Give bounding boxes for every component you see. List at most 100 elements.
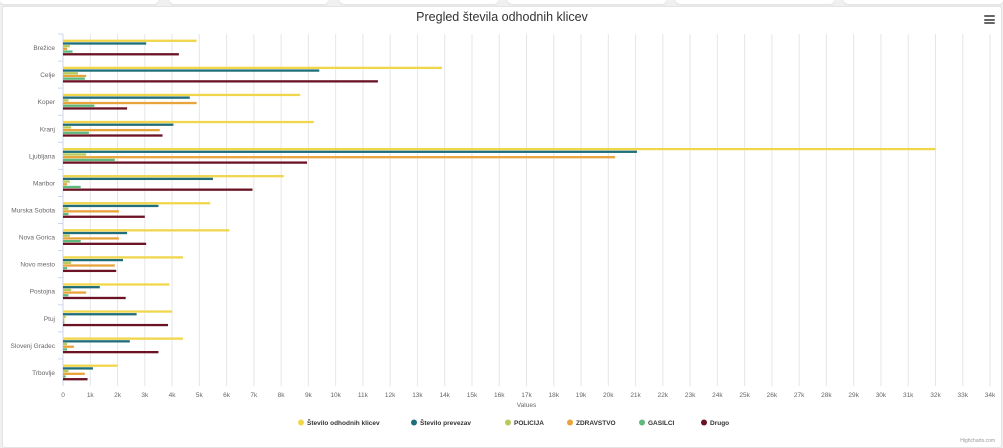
bar[interactable] bbox=[63, 177, 213, 181]
bar[interactable] bbox=[63, 291, 87, 294]
bar[interactable] bbox=[63, 120, 314, 124]
bar[interactable] bbox=[63, 215, 145, 218]
bar[interactable] bbox=[63, 50, 73, 53]
bar[interactable] bbox=[63, 286, 100, 289]
bar[interactable] bbox=[63, 372, 85, 375]
top-tab[interactable] bbox=[508, 0, 666, 4]
bar[interactable] bbox=[63, 323, 168, 327]
bar[interactable] bbox=[63, 348, 68, 351]
bar[interactable] bbox=[63, 72, 78, 75]
bar[interactable] bbox=[63, 126, 72, 129]
bar[interactable] bbox=[63, 288, 72, 292]
bar[interactable] bbox=[63, 128, 160, 132]
bar[interactable] bbox=[63, 66, 442, 70]
bar[interactable] bbox=[63, 369, 69, 373]
legend-marker[interactable] bbox=[639, 419, 645, 426]
bar[interactable] bbox=[63, 239, 81, 243]
bar[interactable] bbox=[63, 321, 65, 324]
top-tab[interactable] bbox=[170, 0, 328, 4]
bar[interactable] bbox=[63, 313, 137, 316]
legend-marker[interactable] bbox=[298, 419, 304, 426]
legend-item[interactable]: POLICIJA bbox=[514, 420, 544, 427]
top-tab[interactable] bbox=[0, 0, 158, 4]
bar[interactable] bbox=[63, 69, 320, 72]
bar[interactable] bbox=[63, 96, 190, 99]
bar[interactable] bbox=[63, 80, 378, 83]
bar[interactable] bbox=[63, 294, 69, 297]
bar[interactable] bbox=[63, 267, 68, 270]
bar[interactable] bbox=[63, 340, 130, 343]
legend-item[interactable]: ZDRAVSTVO bbox=[576, 420, 616, 427]
bar[interactable] bbox=[63, 156, 616, 159]
legend-item[interactable]: Število odhodnih klicev bbox=[307, 418, 380, 427]
bar[interactable] bbox=[63, 150, 637, 153]
legend-marker[interactable] bbox=[505, 419, 511, 426]
bar[interactable] bbox=[63, 350, 159, 354]
bar[interactable] bbox=[63, 101, 197, 105]
bar[interactable] bbox=[63, 53, 179, 56]
bar[interactable] bbox=[63, 337, 183, 340]
bar[interactable] bbox=[63, 183, 68, 186]
bar[interactable] bbox=[63, 242, 147, 245]
chart-credits[interactable]: Highcharts.com bbox=[960, 438, 995, 444]
bar[interactable] bbox=[63, 185, 81, 189]
bar[interactable] bbox=[63, 258, 123, 262]
bar[interactable] bbox=[63, 188, 253, 191]
bar[interactable] bbox=[63, 207, 69, 210]
bar[interactable] bbox=[63, 269, 117, 273]
bar[interactable] bbox=[63, 99, 69, 102]
bar[interactable] bbox=[63, 42, 147, 45]
bar[interactable] bbox=[63, 256, 183, 259]
x-tick-label: 1k bbox=[87, 392, 95, 399]
bar[interactable] bbox=[63, 367, 93, 370]
bar[interactable] bbox=[63, 77, 85, 80]
bar[interactable] bbox=[63, 231, 128, 235]
legend-marker[interactable] bbox=[701, 419, 707, 426]
bar[interactable] bbox=[63, 261, 72, 264]
bar[interactable] bbox=[63, 315, 66, 319]
x-tick-label: 5k bbox=[196, 392, 204, 399]
legend-item[interactable]: GASILCI bbox=[648, 420, 675, 427]
bar[interactable] bbox=[63, 180, 70, 183]
hamburger-menu-icon[interactable] bbox=[984, 15, 995, 24]
bar[interactable] bbox=[63, 364, 118, 367]
bar[interactable] bbox=[63, 237, 119, 240]
bar[interactable] bbox=[63, 74, 87, 78]
bar[interactable] bbox=[63, 375, 66, 378]
legend-marker[interactable] bbox=[411, 419, 417, 426]
bar[interactable] bbox=[63, 378, 88, 381]
bar[interactable] bbox=[63, 107, 128, 110]
bar[interactable] bbox=[63, 234, 70, 237]
bar[interactable] bbox=[63, 161, 308, 164]
bar[interactable] bbox=[63, 123, 174, 126]
bar[interactable] bbox=[63, 93, 301, 97]
bar[interactable] bbox=[63, 104, 95, 107]
bar[interactable] bbox=[63, 147, 936, 151]
bar[interactable] bbox=[63, 296, 126, 300]
bar[interactable] bbox=[63, 131, 89, 134]
bar[interactable] bbox=[63, 318, 65, 321]
bar[interactable] bbox=[63, 264, 115, 267]
legend-item[interactable]: Drugo bbox=[710, 420, 729, 427]
bar[interactable] bbox=[63, 310, 173, 313]
legend-marker[interactable] bbox=[567, 419, 573, 426]
bar[interactable] bbox=[63, 204, 159, 208]
bar[interactable] bbox=[63, 158, 115, 162]
bar[interactable] bbox=[63, 134, 163, 137]
top-tab[interactable] bbox=[340, 0, 498, 4]
bar[interactable] bbox=[63, 345, 74, 348]
bar[interactable] bbox=[63, 202, 211, 205]
bar[interactable] bbox=[63, 47, 68, 51]
bar[interactable] bbox=[63, 39, 197, 42]
bar[interactable] bbox=[63, 175, 284, 178]
bar[interactable] bbox=[63, 283, 170, 286]
legend-item[interactable]: Število prevezav bbox=[420, 418, 471, 427]
bar[interactable] bbox=[63, 210, 119, 213]
bar[interactable] bbox=[63, 212, 69, 216]
top-tab[interactable] bbox=[676, 0, 834, 4]
bar[interactable] bbox=[63, 153, 87, 156]
bar[interactable] bbox=[63, 229, 230, 232]
bar[interactable] bbox=[63, 45, 70, 48]
bar[interactable] bbox=[63, 342, 68, 346]
top-tab[interactable] bbox=[844, 0, 1003, 4]
